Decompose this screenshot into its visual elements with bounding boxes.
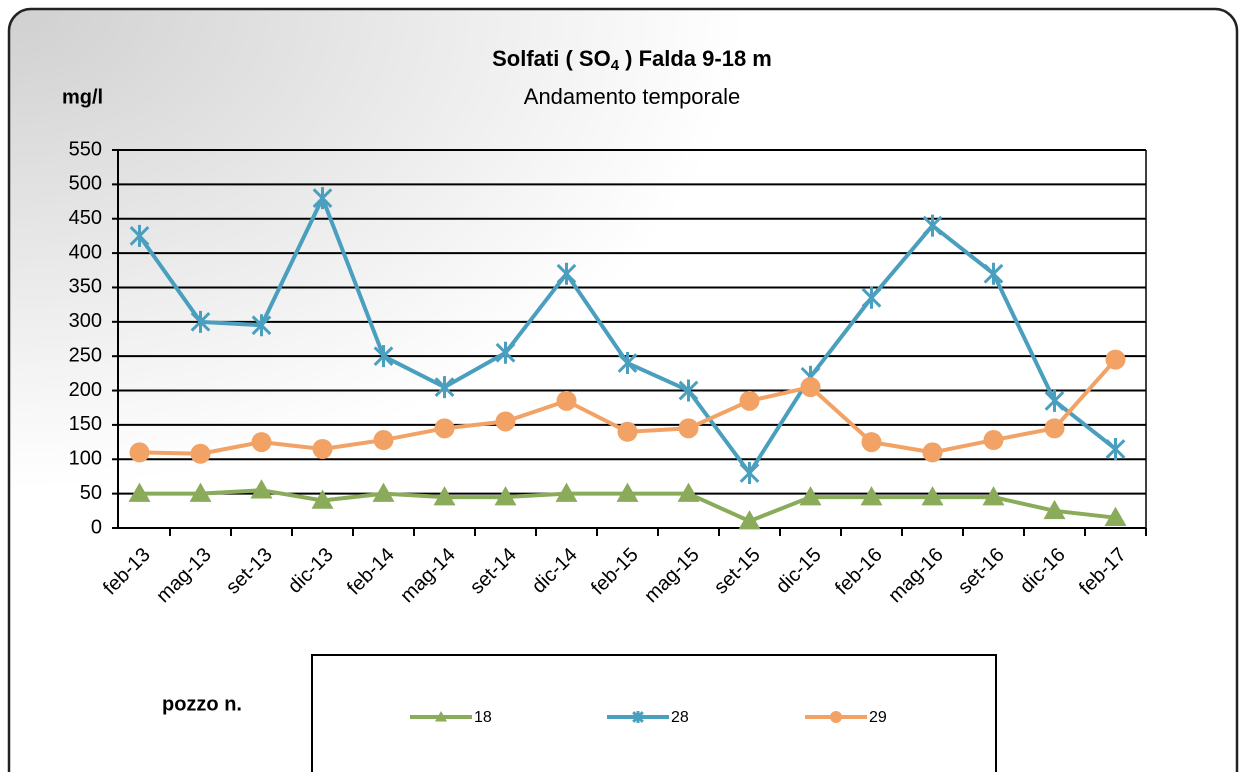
- point: [617, 352, 638, 375]
- point: [373, 430, 394, 451]
- legend-marker: [435, 711, 447, 722]
- point: [556, 390, 577, 411]
- legend-label: 29: [869, 709, 887, 726]
- legend-title: pozzo n.: [162, 693, 242, 715]
- point: [129, 442, 150, 463]
- point: [678, 418, 699, 439]
- y-tick-label: 0: [91, 516, 102, 538]
- point: [1104, 506, 1127, 526]
- y-tick-label: 100: [69, 448, 102, 470]
- point: [1043, 499, 1066, 520]
- point: [434, 376, 455, 399]
- y-tick-label: 450: [69, 207, 102, 229]
- y-axis-label: mg/l: [62, 86, 103, 108]
- title-subscript: 4: [611, 57, 620, 74]
- point: [250, 479, 273, 499]
- point: [799, 486, 822, 506]
- point: [861, 286, 882, 309]
- point: [372, 482, 395, 502]
- point: [189, 482, 212, 502]
- point: [861, 432, 882, 453]
- point: [677, 482, 700, 502]
- point: [555, 482, 578, 502]
- point: [495, 341, 516, 364]
- point: [373, 345, 394, 368]
- point: [800, 377, 821, 398]
- point: [251, 432, 272, 453]
- point: [495, 411, 516, 432]
- point: [860, 486, 883, 506]
- point: [311, 489, 334, 509]
- point: [617, 421, 638, 442]
- chart-title: Solfati ( SO4 ) Falda 9-18 m: [492, 46, 772, 74]
- point: [494, 486, 517, 506]
- y-tick-label: 350: [69, 276, 102, 298]
- point: [1105, 349, 1126, 370]
- point: [312, 187, 333, 210]
- y-tick-label: 250: [69, 344, 102, 366]
- point: [556, 262, 577, 285]
- title-part: Solfati ( SO: [492, 46, 611, 71]
- y-tick-label: 50: [80, 482, 102, 504]
- y-tick-label: 550: [69, 138, 102, 160]
- point: [251, 314, 272, 337]
- point: [1105, 437, 1126, 460]
- point: [921, 486, 944, 506]
- y-tick-label: 400: [69, 241, 102, 263]
- point: [190, 310, 211, 333]
- point: [129, 224, 150, 247]
- y-tick-label: 500: [69, 173, 102, 195]
- chart-subtitle: Andamento temporale: [524, 84, 740, 109]
- point: [128, 482, 151, 502]
- point: [738, 510, 761, 530]
- point: [983, 430, 1004, 451]
- point: [312, 438, 333, 459]
- point: [433, 486, 456, 506]
- point: [678, 379, 699, 402]
- legend-label: 28: [671, 709, 689, 726]
- point: [922, 442, 943, 463]
- point: [739, 390, 760, 411]
- y-tick-label: 200: [69, 379, 102, 401]
- y-tick-label: 300: [69, 310, 102, 332]
- y-tick-label: 150: [69, 413, 102, 435]
- legend-label: 18: [474, 709, 492, 726]
- point: [982, 486, 1005, 506]
- point: [1044, 418, 1065, 439]
- point: [190, 443, 211, 464]
- point: [739, 462, 760, 485]
- point: [434, 418, 455, 439]
- point: [616, 482, 639, 502]
- legend-box: [311, 654, 997, 772]
- legend-marker: [632, 711, 644, 723]
- legend-marker: [830, 711, 842, 723]
- point: [922, 214, 943, 237]
- point: [1044, 389, 1065, 412]
- title-part: ) Falda 9-18 m: [619, 46, 772, 71]
- point: [983, 262, 1004, 285]
